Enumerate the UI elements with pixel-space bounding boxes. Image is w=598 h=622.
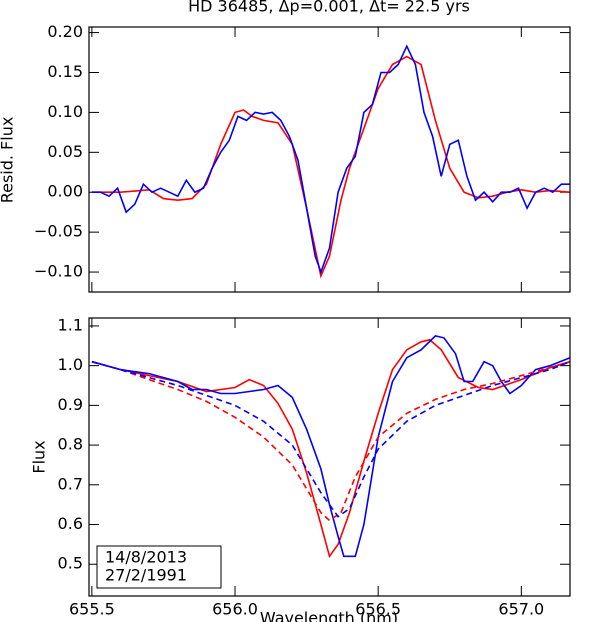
line <box>91 44 570 275</box>
dashed-line <box>91 360 571 518</box>
legend-box <box>96 545 222 589</box>
line <box>91 335 571 558</box>
y-axis-label: Flux <box>30 440 49 473</box>
x-tick-label: 655.5 <box>69 600 115 619</box>
y-tick-label: 0.6 <box>58 514 83 533</box>
plot-frame <box>88 317 571 597</box>
legend-label: 27/2/1991 <box>105 566 187 585</box>
x-tick-label: 657.0 <box>498 600 544 619</box>
legend-label: 14/8/2013 <box>105 548 187 567</box>
y-tick-label: 0.9 <box>58 395 83 414</box>
plot-frame <box>88 26 571 293</box>
y-tick-label: 1.1 <box>58 315 83 334</box>
y-tick-label: 0.20 <box>47 22 83 41</box>
x-tick-label: 656.0 <box>212 600 258 619</box>
y-tick-label: 0.5 <box>58 554 83 573</box>
chart-title: HD 36485, Δp=0.001, Δt= 22.5 yrs <box>188 0 470 16</box>
y-tick-label: 1.0 <box>58 355 83 374</box>
y-tick-label: 0.15 <box>47 62 83 81</box>
line <box>91 338 571 559</box>
line <box>91 55 571 279</box>
y-tick-label: −0.05 <box>34 222 83 241</box>
dashed-line <box>91 360 571 522</box>
x-tick-label: 656.5 <box>355 600 401 619</box>
y-tick-label: 0.8 <box>58 435 83 454</box>
y-tick-label: 0.7 <box>58 474 83 493</box>
x-axis-label: Wavelength (nm) <box>260 609 398 622</box>
y-tick-label: 0.00 <box>47 182 83 201</box>
y-axis-label: Resid. Flux <box>0 117 17 204</box>
y-tick-label: 0.10 <box>47 102 83 121</box>
y-tick-label: −0.10 <box>34 262 83 281</box>
y-tick-label: 0.05 <box>47 142 83 161</box>
